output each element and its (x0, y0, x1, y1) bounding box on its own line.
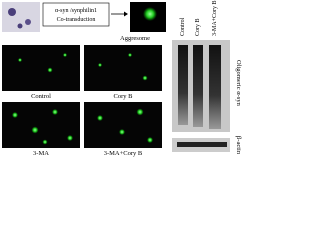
panel-label: 3-MA (33, 150, 49, 157)
cell (25, 19, 31, 25)
panel (2, 102, 80, 148)
box-text: α-syn /synphilin1 (55, 8, 97, 14)
panel (84, 45, 162, 91)
page: α-syn /synphilin1 Co-transduction Aggres… (2, 0, 242, 157)
lane (178, 45, 188, 125)
lane (193, 45, 203, 127)
panel (2, 45, 80, 91)
lane-label: Cory B (195, 18, 201, 36)
panel-label: 3-MA+Cory B (104, 150, 143, 157)
cell (17, 23, 23, 29)
cell (8, 8, 16, 16)
box-text: Co-transduction (57, 17, 96, 23)
band-label: Oligomeric α-syn (235, 60, 242, 107)
panel (84, 102, 162, 148)
band-label: β-actin (235, 136, 242, 155)
panel-label: Cory B (114, 93, 134, 100)
lane (209, 45, 221, 129)
lane-label: Control (180, 17, 186, 36)
figure: α-syn /synphilin1 Co-transduction Aggres… (2, 0, 242, 157)
box (42, 2, 110, 27)
actin-band (177, 142, 227, 147)
arrow-head (124, 11, 128, 17)
result-label: Aggresome (120, 35, 150, 42)
panel-label: Control (31, 93, 51, 100)
aggresome (143, 7, 157, 21)
lane-label: 3-MA+Cory B (212, 0, 218, 36)
